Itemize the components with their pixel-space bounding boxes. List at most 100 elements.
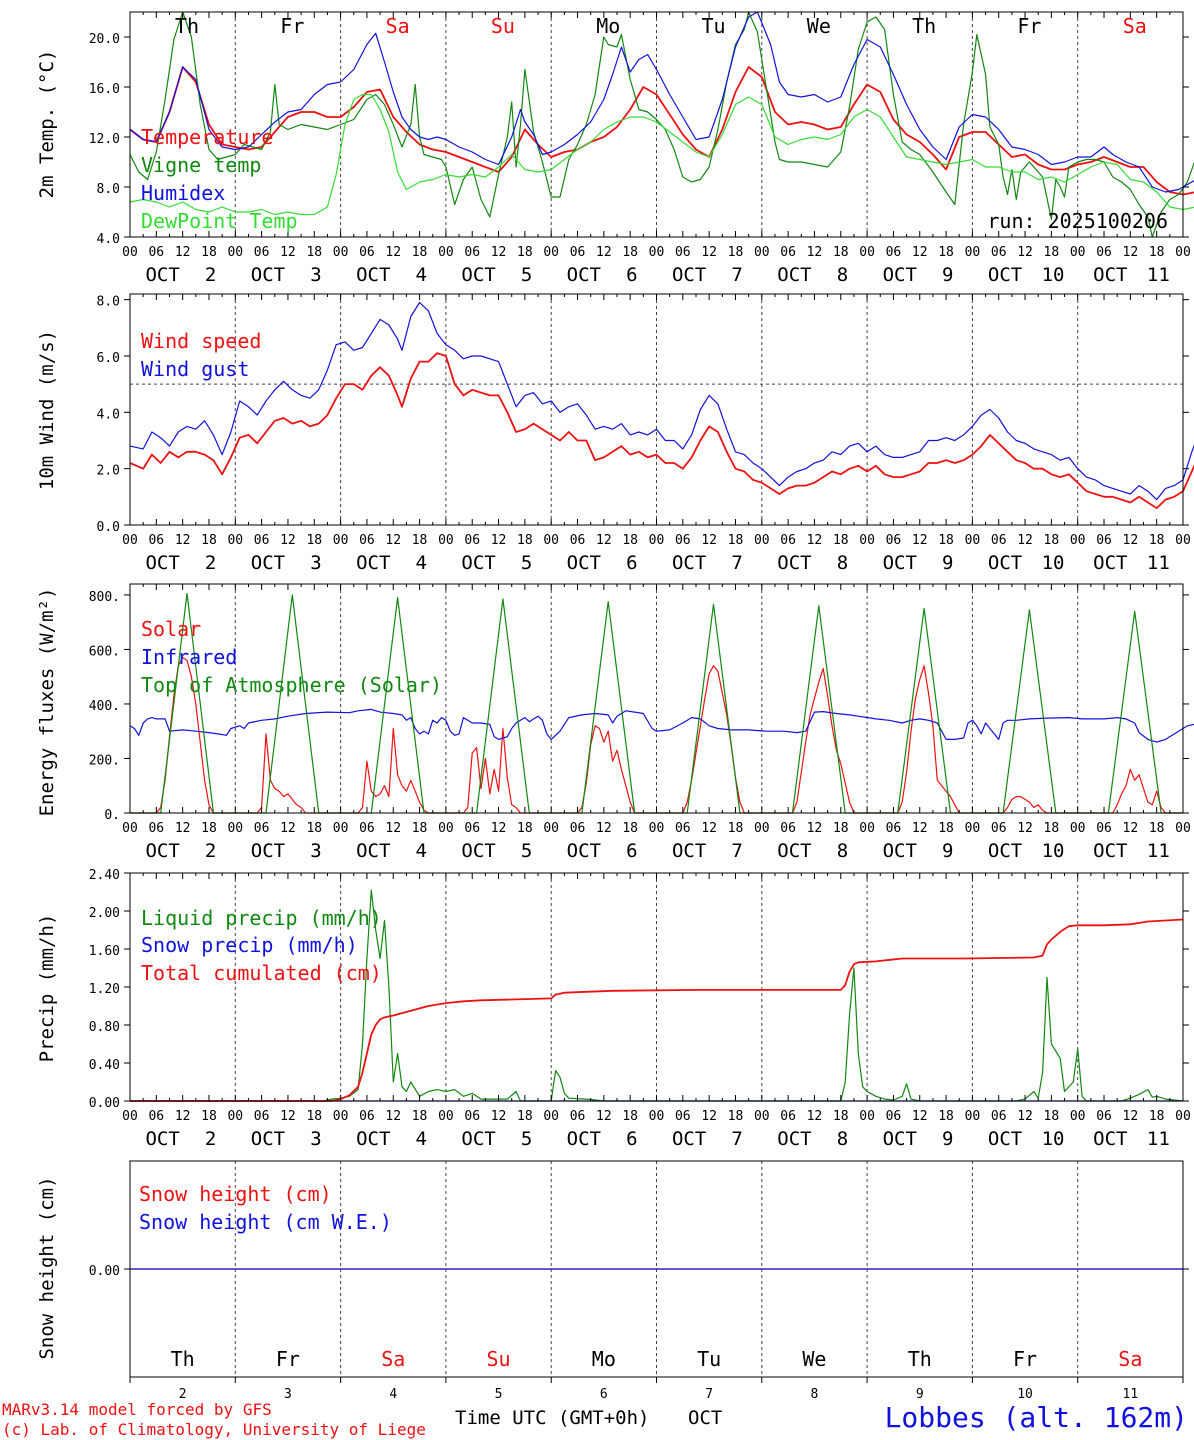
series-line-humidex (129, 11, 1194, 193)
y-tick-label: 800. (89, 590, 120, 605)
weekday-label: We (807, 14, 831, 38)
energy-panel: 0. 200. 400. 600. 800. 00 06 12 18 00 06 12 18 00 06 1… (36, 583, 1194, 862)
legend-liquid-precip: Liquid precip (mm/h) (141, 906, 382, 930)
wind-plot (129, 301, 1194, 510)
hour-tick-label: 00 (965, 821, 981, 836)
hour-tick-label: 00 (859, 821, 875, 836)
hour-tick-label: 00 (333, 245, 349, 260)
energy-plot (129, 592, 1194, 814)
hour-tick-label: 06 (254, 533, 270, 548)
day-number-label: 11 (1147, 264, 1170, 286)
hour-tick-label: 06 (780, 821, 796, 836)
hour-tick-label: 06 (886, 821, 902, 836)
hour-tick-label: 00 (1175, 245, 1191, 260)
hour-tick-label: 06 (675, 821, 691, 836)
y-tick-label: 0.80 (89, 1020, 120, 1035)
month-label: OCT (356, 552, 390, 574)
wind-yticks: 0.0 2.0 4.0 6.0 8.0 (97, 295, 1189, 535)
hour-tick-label: 18 (412, 1109, 428, 1124)
y-tick-label: 0.00 (89, 1264, 120, 1279)
series-line-total-cumulated-cm- (130, 918, 1184, 1102)
hour-tick-label: 06 (254, 1109, 270, 1124)
hour-tick-label: 18 (1149, 533, 1165, 548)
x-axis-title: Time UTC (GMT+0h) (455, 1407, 649, 1429)
energy-yticks: 0. 200. 400. 600. 800. (89, 590, 1189, 823)
legend-total-cumulated: Total cumulated (cm) (141, 961, 382, 985)
hour-tick-label: 12 (1123, 533, 1139, 548)
day-number-label: 4 (416, 1128, 427, 1150)
snow-y-title: Snow height (cm) (36, 1176, 58, 1359)
hour-tick-label: 00 (438, 533, 454, 548)
day-number-label: 11 (1147, 552, 1170, 574)
hour-tick-label: 00 (438, 245, 454, 260)
day-number-label: 11 (1147, 1128, 1170, 1150)
hour-tick-label: 06 (148, 821, 164, 836)
hour-tick-label: 12 (280, 821, 296, 836)
weekday-label: Sa (1123, 14, 1147, 38)
hour-tick-label: 18 (201, 245, 217, 260)
hour-tick-label: 12 (701, 533, 717, 548)
x-axis-month: OCT (688, 1407, 722, 1429)
month-label: OCT (145, 840, 179, 862)
hour-tick-label: 06 (570, 1109, 586, 1124)
run-label: run: 2025100206 (987, 209, 1168, 233)
y-tick-label: 4.0 (97, 232, 120, 247)
hour-tick-label: 18 (1044, 533, 1060, 548)
hour-tick-label: 00 (1070, 245, 1086, 260)
month-label: OCT (883, 264, 917, 286)
y-tick-label: 0.00 (89, 1096, 120, 1111)
month-label: OCT (356, 1128, 390, 1150)
day-number-label: 10 (1042, 264, 1065, 286)
month-label: OCT (883, 552, 917, 574)
hour-tick-label: 18 (728, 821, 744, 836)
day-number-label: 11 (1147, 840, 1170, 862)
weekday-label: Sa (1118, 1347, 1142, 1371)
day-number-label: 6 (626, 264, 637, 286)
hour-tick-label: 18 (833, 1109, 849, 1124)
hour-tick-label: 00 (438, 1109, 454, 1124)
hour-tick-label: 06 (991, 245, 1007, 260)
hour-tick-label: 18 (938, 1109, 954, 1124)
hour-tick-label: 18 (833, 533, 849, 548)
day-number-label: 3 (310, 552, 321, 574)
legend-vigne-temp: Vigne temp (141, 153, 261, 177)
hour-tick-label: 12 (912, 245, 928, 260)
month-label: OCT (145, 1128, 179, 1150)
day-number-label: 4 (389, 1387, 397, 1402)
hour-tick-label: 00 (754, 821, 770, 836)
hour-tick-label: 12 (912, 1109, 928, 1124)
wind-y-title: 10m Wind (m/s) (36, 330, 58, 490)
snow-yticks: 0.00 (89, 1264, 1189, 1279)
weekday-label: Fr (1017, 14, 1041, 38)
hour-tick-label: 12 (807, 821, 823, 836)
wind-xticks: 00 06 12 18 00 06 12 18 00 06 12 18 00 06 12 18 00 06 12 18… (122, 294, 1191, 574)
day-number-label: 8 (811, 1387, 819, 1402)
hour-tick-label: 06 (886, 1109, 902, 1124)
day-number-label: 5 (521, 840, 532, 862)
hour-tick-label: 06 (464, 533, 480, 548)
day-number-label: 3 (284, 1387, 292, 1402)
energy-xticks: 00 06 12 18 00 06 12 18 00 06 12 18 00 06 12 18 00 06 12 18… (122, 584, 1191, 862)
day-number-label: 8 (837, 840, 848, 862)
hour-tick-label: 18 (306, 245, 322, 260)
hour-tick-label: 18 (412, 245, 428, 260)
legend-temperature: Temperature (141, 125, 273, 149)
y-tick-label: 2.0 (97, 464, 120, 479)
weekday-label: Su (487, 1347, 511, 1371)
hour-tick-label: 12 (807, 533, 823, 548)
hour-tick-label: 06 (464, 821, 480, 836)
day-number-label: 6 (600, 1387, 608, 1402)
hour-tick-label: 12 (1123, 245, 1139, 260)
month-label: OCT (672, 264, 706, 286)
day-number-label: 2 (205, 1128, 216, 1150)
hour-tick-label: 18 (728, 533, 744, 548)
credit-model: MARv3.14 model forced by GFS (2, 1400, 272, 1419)
hour-tick-label: 06 (991, 1109, 1007, 1124)
hour-tick-label: 00 (333, 1109, 349, 1124)
legend-infrared: Infrared (141, 645, 237, 669)
legend-snow-precip: Snow precip (mm/h) (141, 933, 358, 957)
day-number-label: 6 (626, 552, 637, 574)
weekday-label: Fr (280, 14, 304, 38)
month-label: OCT (672, 552, 706, 574)
y-tick-label: 1.60 (89, 944, 120, 959)
